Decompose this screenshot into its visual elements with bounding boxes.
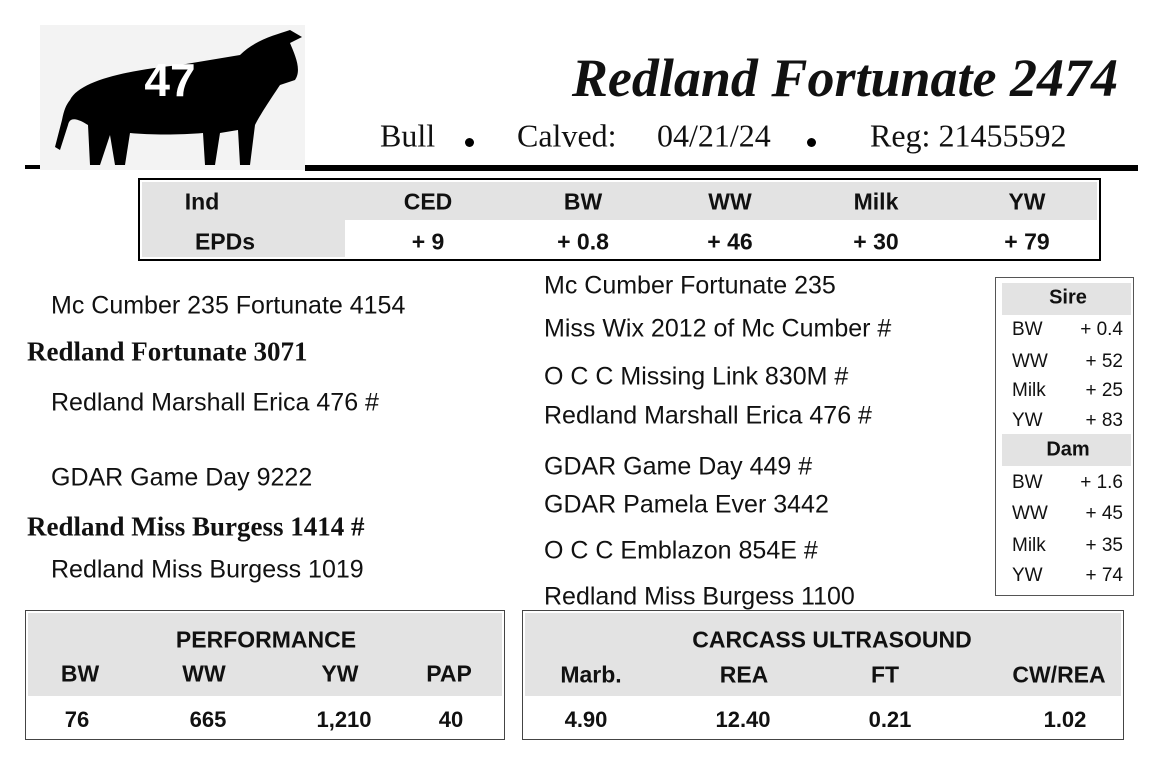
column-header: CW/REA: [1012, 661, 1106, 688]
epd-value: + 52: [1085, 351, 1123, 372]
epd-trait: Milk: [1012, 380, 1046, 401]
parent-name: Redland Miss Burgess 1414 #: [27, 511, 365, 542]
sire-title: Sire: [1049, 286, 1087, 309]
epd-value: + 0.4: [1080, 319, 1123, 340]
calved-date: 04/21/24: [657, 117, 771, 154]
column-header: BW: [60, 660, 100, 687]
epd-trait: BW: [1012, 472, 1043, 493]
sex: Bull: [380, 117, 436, 154]
epd-value: + 25: [1085, 380, 1123, 401]
epd-value: + 35: [1085, 535, 1123, 556]
shade: [142, 220, 345, 257]
epd-value: + 74: [1085, 565, 1123, 586]
column-header: PAP: [426, 660, 472, 687]
performance-box: [25, 610, 505, 740]
section-title: CARCASS ULTRASOUND: [692, 626, 972, 653]
ancestor-name: GDAR Game Day 449 #: [544, 452, 813, 481]
registration: Reg: 21455592: [870, 117, 1067, 154]
epd-header: BW: [563, 188, 603, 215]
epd-value: + 45: [1085, 503, 1123, 524]
epd-trait: YW: [1012, 410, 1043, 431]
epd-trait: YW: [1012, 565, 1043, 586]
epd-trait: BW: [1012, 319, 1043, 340]
grandparent-name: GDAR Game Day 9222: [51, 463, 313, 492]
epd-value: + 1.6: [1080, 472, 1123, 493]
column-header: FT: [870, 661, 900, 688]
shade: [28, 613, 502, 696]
epd-value: + 79: [1004, 228, 1050, 255]
grandparent-name: Redland Miss Burgess 1019: [51, 555, 364, 584]
lot-number: 47: [144, 54, 196, 106]
column-header: Marb.: [560, 661, 622, 688]
cell-value: 1,210: [316, 707, 372, 732]
ancestor-name: Redland Marshall Erica 476 #: [544, 401, 872, 430]
ancestor-name: O C C Missing Link 830M #: [544, 362, 849, 391]
epd-trait: WW: [1012, 503, 1048, 524]
ancestor-name: GDAR Pamela Ever 3442: [544, 490, 829, 519]
epd-trait: Milk: [1012, 535, 1046, 556]
column-header: WW: [182, 660, 226, 687]
shade: [525, 613, 1121, 696]
cell-value: 40: [438, 707, 464, 732]
shade: [1002, 283, 1131, 315]
parent-epd-box: [995, 277, 1134, 596]
cell-value: 76: [64, 707, 90, 732]
cell-value: 4.90: [564, 707, 608, 732]
epd-value: + 83: [1085, 410, 1123, 431]
ancestor-name: Mc Cumber Fortunate 235: [544, 271, 836, 300]
epd-value: + 46: [707, 228, 753, 255]
epd-table: [138, 178, 1101, 261]
rule: [305, 165, 1138, 171]
shade: [1002, 434, 1131, 466]
epd-value: + 30: [853, 228, 899, 255]
epd-value: EPDs: [194, 228, 256, 255]
epd-header: Milk: [853, 188, 899, 215]
epd-value: + 9: [411, 228, 445, 255]
cell-value: 1.02: [1043, 707, 1087, 732]
grandparent-name: Mc Cumber 235 Fortunate 4154: [51, 291, 406, 320]
epd-header: Ind: [184, 188, 220, 215]
animal-name: Redland Fortunate 2474: [571, 48, 1118, 108]
epd-value: + 0.8: [557, 228, 609, 255]
dam-title: Dam: [1046, 438, 1090, 461]
epd-header: CED: [403, 188, 453, 215]
grandparent-name: Redland Marshall Erica 476 #: [51, 388, 379, 417]
cell-value: 12.40: [715, 707, 771, 732]
section-title: PERFORMANCE: [175, 626, 357, 653]
ancestor-name: O C C Emblazon 854E #: [544, 536, 818, 565]
cell-value: 0.21: [868, 707, 912, 732]
column-header: YW: [321, 660, 359, 687]
carcass-box: [522, 610, 1124, 740]
calved-label: Calved:: [517, 117, 617, 154]
parent-name: Redland Fortunate 3071: [27, 336, 308, 367]
epd-header: YW: [1008, 188, 1046, 215]
bullet: [465, 138, 474, 147]
bull-image: [40, 25, 305, 170]
epd-trait: WW: [1012, 351, 1048, 372]
rule: [25, 165, 40, 169]
ancestor-name: Redland Miss Burgess 1100: [544, 582, 855, 611]
column-header: REA: [719, 661, 769, 688]
epd-header: WW: [708, 188, 752, 215]
cell-value: 665: [189, 707, 227, 732]
ancestor-name: Miss Wix 2012 of Mc Cumber #: [544, 314, 892, 343]
bullet: [807, 138, 816, 147]
shade: [142, 182, 1097, 220]
